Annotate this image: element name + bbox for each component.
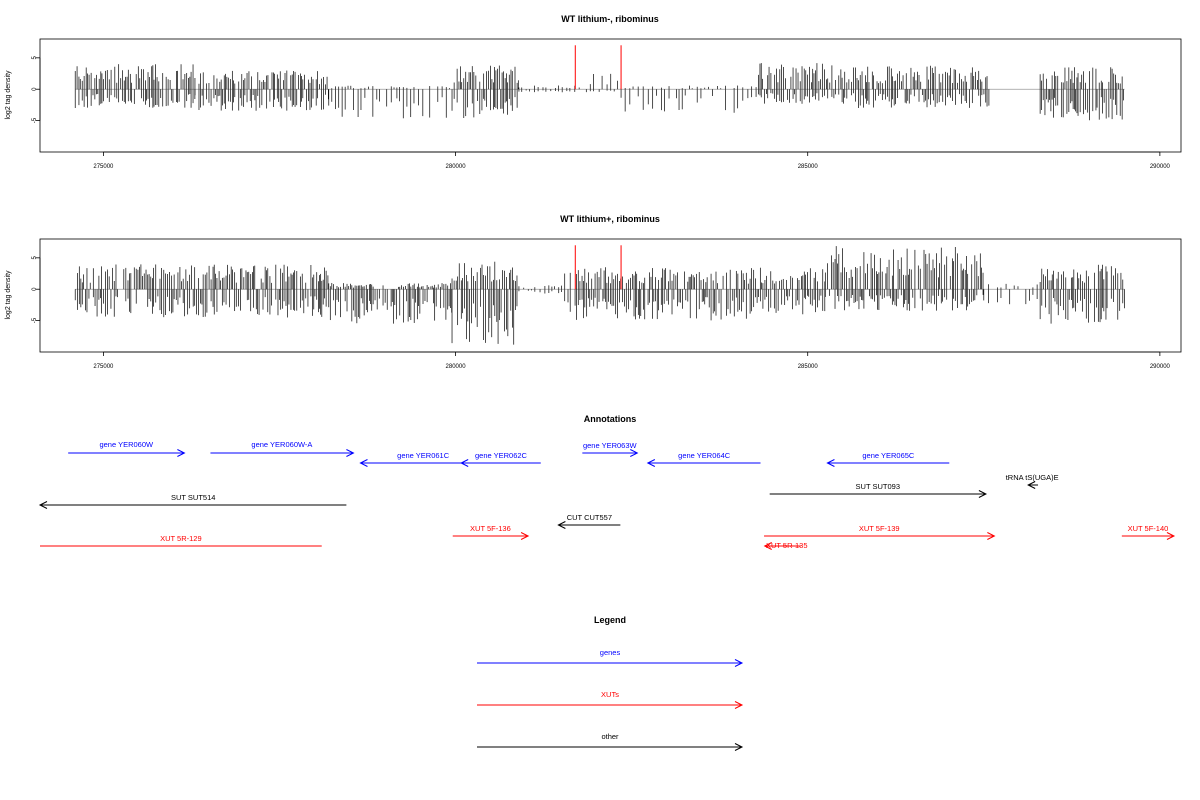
annotation-label: gene YER063W bbox=[583, 441, 638, 450]
annotation-feature: XUT 5F-139 bbox=[764, 524, 996, 540]
annotation-feature: gene YER064C bbox=[646, 451, 761, 467]
annotation-label: XUT 5R-129 bbox=[160, 534, 202, 543]
density-bars bbox=[74, 63, 1125, 121]
annotation-feature: gene YER063W bbox=[582, 441, 639, 457]
arrowhead-right-icon bbox=[520, 532, 530, 540]
y-tick-label: 5 bbox=[32, 256, 38, 260]
annotation-label: SUT SUT514 bbox=[171, 493, 215, 502]
panel-lithium-minus: WT lithium-, ribominus log2 tag density … bbox=[5, 14, 1182, 170]
x-tick-label: 275000 bbox=[93, 164, 114, 170]
panel-title: WT lithium+, ribominus bbox=[560, 214, 660, 224]
x-axis: 275000 280000 285000 290000 bbox=[93, 151, 1171, 170]
arrowhead-right-icon bbox=[987, 532, 996, 540]
x-tick-label: 285000 bbox=[798, 364, 819, 370]
x-axis: 275000 280000 285000 290000 bbox=[93, 351, 1171, 370]
annotation-feature: tRNA tS(UGA)E bbox=[1006, 473, 1059, 489]
panel-title: WT lithium-, ribominus bbox=[561, 14, 659, 24]
arrowhead-left-icon bbox=[826, 459, 835, 467]
arrowhead-right-icon bbox=[346, 449, 355, 457]
arrowhead-left-icon bbox=[460, 459, 469, 467]
y-axis-label: log2 tag density bbox=[5, 270, 12, 320]
legend-item: XUTs bbox=[477, 690, 744, 709]
y-tick-label: -5 bbox=[32, 117, 38, 123]
annotation-feature: gene YER061C bbox=[359, 451, 486, 467]
x-tick-label: 280000 bbox=[446, 364, 467, 370]
x-tick-label: 290000 bbox=[1150, 364, 1171, 370]
arrowhead-right-icon bbox=[734, 701, 744, 709]
arrowhead-right-icon bbox=[1166, 532, 1176, 540]
density-bars bbox=[74, 246, 1125, 345]
arrowhead-right-icon bbox=[177, 449, 186, 457]
annotation-label: SUT SUT093 bbox=[856, 482, 900, 491]
y-tick-label: 5 bbox=[32, 56, 38, 60]
annotation-label: tRNA tS(UGA)E bbox=[1006, 473, 1059, 482]
y-tick-label: 0 bbox=[32, 87, 38, 91]
annotation-feature: XUT 5R-135 bbox=[763, 541, 808, 550]
x-tick-label: 285000 bbox=[798, 164, 819, 170]
arrowhead-left-icon bbox=[646, 459, 656, 467]
legend-item: other bbox=[477, 732, 744, 751]
annotation-feature: gene YER065C bbox=[826, 451, 950, 467]
arrowhead-right-icon bbox=[630, 449, 639, 457]
annotation-label: XUT 5F-136 bbox=[470, 524, 511, 533]
arrowhead-right-icon bbox=[734, 659, 744, 667]
legend-item: genes bbox=[477, 648, 744, 667]
x-tick-label: 290000 bbox=[1150, 164, 1171, 170]
legend-label: genes bbox=[600, 648, 621, 657]
y-axis-label: log2 tag density bbox=[5, 70, 12, 120]
annotations-track: Annotations gene YER060W gene YER060W-A ge… bbox=[38, 414, 1176, 550]
panel-lithium-plus: WT lithium+, ribominus log2 tag density … bbox=[5, 214, 1182, 370]
annotation-label: gene YER064C bbox=[678, 451, 731, 460]
annotation-feature: gene YER060W bbox=[68, 440, 186, 457]
legend-label: XUTs bbox=[601, 690, 619, 699]
annotation-feature: SUT SUT093 bbox=[769, 482, 988, 498]
x-tick-label: 275000 bbox=[93, 364, 114, 370]
x-tick-label: 280000 bbox=[446, 164, 467, 170]
annotation-label: gene YER061C bbox=[397, 451, 450, 460]
arrowhead-left-icon bbox=[38, 501, 48, 509]
annotation-label: gene YER065C bbox=[862, 451, 915, 460]
red-markers bbox=[574, 45, 622, 90]
annotation-feature: XUT 5F-140 bbox=[1121, 524, 1176, 540]
legend-title: Legend bbox=[594, 615, 626, 625]
arrowhead-right-icon bbox=[978, 490, 988, 498]
arrowhead-right-icon bbox=[734, 743, 744, 751]
annotation-feature: gene YER062C bbox=[460, 451, 541, 467]
y-axis: -5 0 5 bbox=[32, 256, 41, 323]
annotation-label: XUT 5F-140 bbox=[1128, 524, 1169, 533]
annotation-label: CUT CUT557 bbox=[567, 513, 612, 522]
annotation-label: gene YER060W bbox=[99, 440, 154, 449]
annotation-label: gene YER062C bbox=[475, 451, 528, 460]
arrowhead-left-icon bbox=[557, 521, 566, 529]
y-tick-label: 0 bbox=[32, 287, 38, 291]
arrowhead-left-icon bbox=[1027, 481, 1036, 489]
annotation-feature: CUT CUT557 bbox=[557, 513, 621, 529]
annotation-label: XUT 5R-135 bbox=[766, 541, 808, 550]
annotation-feature: gene YER060W-A bbox=[210, 440, 355, 457]
legend-label: other bbox=[601, 732, 619, 741]
annotation-feature: SUT SUT514 bbox=[38, 493, 347, 509]
arrowhead-left-icon bbox=[763, 542, 772, 550]
red-markers bbox=[574, 245, 622, 290]
y-axis: -5 0 5 bbox=[32, 56, 41, 123]
annotation-feature: XUT 5F-136 bbox=[452, 524, 530, 540]
annotation-feature: XUT 5R-129 bbox=[40, 534, 322, 547]
annotation-label: gene YER060W-A bbox=[251, 440, 312, 449]
annotation-label: XUT 5F-139 bbox=[859, 524, 900, 533]
legend: Legend genes XUTs other bbox=[477, 615, 744, 751]
annotations-title: Annotations bbox=[584, 414, 637, 424]
arrowhead-left-icon bbox=[359, 459, 368, 467]
y-tick-label: -5 bbox=[32, 317, 38, 323]
